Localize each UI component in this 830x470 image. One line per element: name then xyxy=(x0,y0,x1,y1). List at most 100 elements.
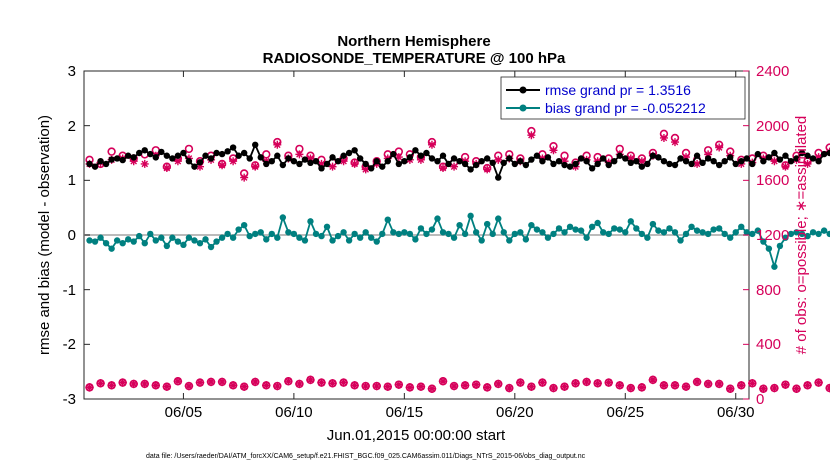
legend-box xyxy=(500,76,746,120)
rmse-point xyxy=(577,155,585,162)
y-left-tick-1: 1 xyxy=(68,172,76,189)
rmse-point xyxy=(191,163,198,170)
obs_possible_lower-star xyxy=(251,377,260,387)
bias-point xyxy=(826,230,830,238)
obs_possible_lower-star xyxy=(604,378,613,387)
bias-point xyxy=(572,226,579,233)
rmse-point xyxy=(638,163,646,170)
bias-point xyxy=(555,225,563,232)
rmse-point xyxy=(202,152,209,159)
obs_possible_lower-star xyxy=(726,384,735,393)
rmse-point xyxy=(240,149,248,157)
bias-point xyxy=(147,230,154,238)
rmse-point xyxy=(743,155,750,162)
obs_possible_lower-star xyxy=(372,381,381,391)
bias-point xyxy=(97,234,104,241)
bias-point xyxy=(390,229,397,236)
rmse-point xyxy=(809,155,817,162)
obs_possible_upper-marker xyxy=(460,152,470,162)
bias-point xyxy=(312,230,320,238)
plot-area xyxy=(83,70,830,400)
obs_possible_upper-marker xyxy=(549,141,558,151)
bias-point xyxy=(213,238,220,245)
rmse-point xyxy=(274,152,281,159)
obs_possible_lower-star xyxy=(449,381,459,391)
obs_possible_lower-star xyxy=(361,381,370,391)
obs_possible_upper-marker xyxy=(306,151,315,160)
bias-point xyxy=(379,230,386,238)
obs_possible_upper-marker xyxy=(228,154,238,163)
obs_possible_lower-star xyxy=(582,377,591,387)
rmse-point xyxy=(771,149,778,157)
rmse-point xyxy=(583,158,590,165)
bias-point xyxy=(130,238,137,245)
rmse-point xyxy=(539,158,546,165)
rmse-point xyxy=(169,155,176,162)
obs_possible_upper-marker xyxy=(637,154,647,163)
obs_possible_upper-marker xyxy=(560,151,569,160)
rmse-point xyxy=(218,150,226,158)
bias-point xyxy=(218,234,226,241)
obs_possible_lower-star xyxy=(239,382,249,391)
rmse-point xyxy=(423,149,430,157)
bias-point xyxy=(423,230,430,238)
x-tick-label-4: 06/20 xyxy=(496,404,534,421)
bias-point xyxy=(566,223,574,230)
rmse-point xyxy=(450,155,458,162)
bias-point xyxy=(229,234,237,241)
bias-point xyxy=(434,215,441,222)
bias-point xyxy=(169,234,176,241)
obs_possible_lower-star xyxy=(350,381,359,390)
bias-point xyxy=(671,229,679,236)
obs_possible_lower-star xyxy=(317,378,326,387)
obs_possible_lower-star xyxy=(482,383,492,392)
rmse-point xyxy=(561,161,568,169)
obs_possible_upper-marker xyxy=(703,146,713,155)
rmse-point xyxy=(649,152,657,159)
obs_possible_upper-marker xyxy=(482,163,492,173)
bias-point xyxy=(108,245,115,252)
obs_possible_lower-star xyxy=(195,378,205,387)
rmse-point xyxy=(417,152,425,159)
bias-point xyxy=(522,236,530,243)
rmse-point xyxy=(544,154,552,161)
obs_possible_lower-star xyxy=(217,377,227,387)
rmse-point xyxy=(715,161,723,169)
chart-subtitle: RADIOSONDE_TEMPERATURE @ 100 hPa xyxy=(263,50,566,67)
bias-point xyxy=(754,227,762,234)
rmse-point xyxy=(158,148,165,156)
rmse-point xyxy=(787,158,795,165)
bias-point xyxy=(688,223,695,230)
rmse-point xyxy=(296,160,303,168)
obs_possible_upper-marker xyxy=(239,169,249,178)
bias-point xyxy=(141,240,148,247)
rmse-point xyxy=(152,154,160,161)
obs_possible_lower-star xyxy=(748,379,757,388)
bias-point xyxy=(113,237,121,244)
obs_possible_upper-marker xyxy=(626,151,636,160)
rmse-point xyxy=(97,158,104,165)
legend-bias-label: bias grand pr = -0.052212 xyxy=(545,100,706,116)
rmse-point xyxy=(622,155,629,162)
bias-point xyxy=(428,226,436,233)
right-y-axis: 2400 2000 1600 1200 800 400 0 # of obs: … xyxy=(756,63,810,408)
obs_possible_upper-marker xyxy=(438,162,448,171)
obs_possible_lower-star xyxy=(96,379,105,388)
rmse-point xyxy=(500,159,507,167)
obs_possible_lower-star xyxy=(471,380,481,389)
rmse-point xyxy=(522,161,530,169)
bias-point xyxy=(583,234,590,241)
rmse-point xyxy=(412,147,419,154)
rmse-point xyxy=(318,165,325,172)
bias-point xyxy=(489,230,496,238)
obs_possible_lower-star xyxy=(162,382,172,391)
obs_possible_lower-star xyxy=(173,377,183,386)
obs_possible_lower-star xyxy=(284,377,293,386)
rmse-point xyxy=(373,158,380,165)
obs_possible_lower-star xyxy=(438,377,448,386)
rmse-point xyxy=(384,158,391,165)
obs_possible_upper-marker xyxy=(295,144,304,154)
obs_possible_lower-star xyxy=(427,384,437,393)
obs_possible_lower-star xyxy=(670,381,680,390)
obs_possible_lower-star xyxy=(383,382,392,391)
